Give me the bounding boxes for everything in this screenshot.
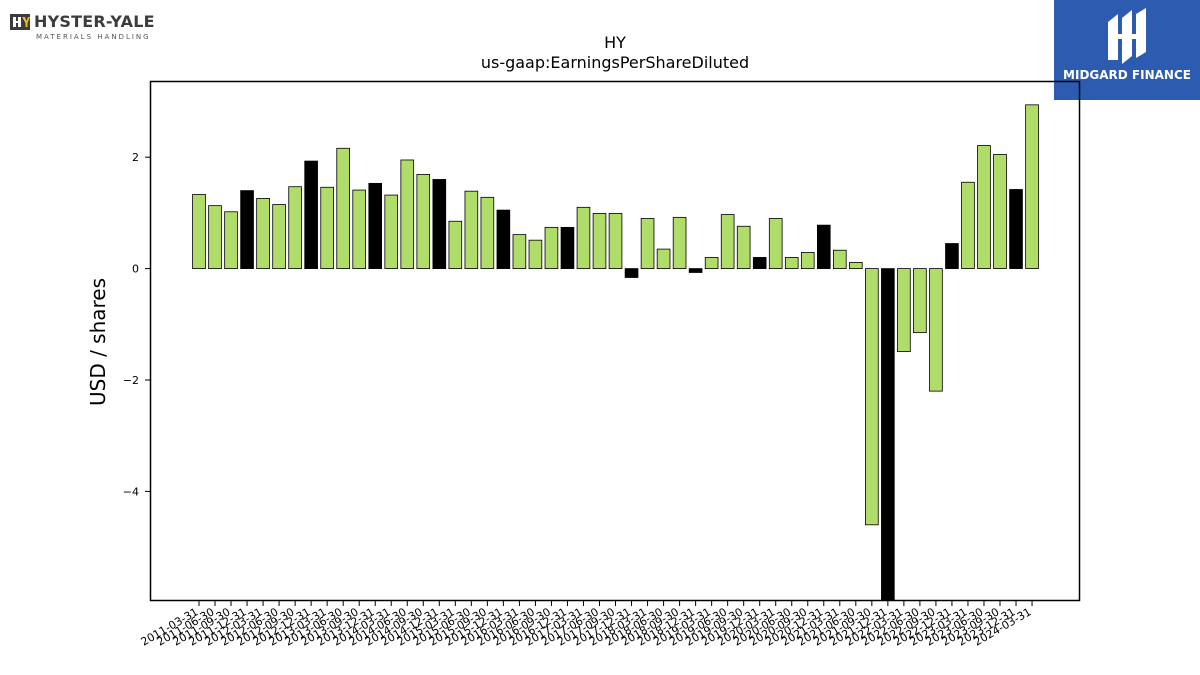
bar-2021-12-31: [881, 268, 895, 601]
bar-2021-03-31: [833, 249, 847, 269]
bar-2015-12-31: [496, 209, 511, 269]
bar-2023-06-30: [977, 145, 991, 269]
bar-2022-09-30: [929, 268, 943, 392]
bar-2017-12-31: [624, 268, 639, 278]
bar-2015-09-30: [480, 196, 495, 269]
x-axis-ticks: 2011-03-312011-06-302011-09-302011-12-31…: [139, 600, 1034, 649]
bar-2018-09-30: [672, 216, 687, 269]
bar-2021-06-30: [849, 262, 863, 269]
bar-2016-09-30: [544, 226, 559, 269]
midgard-finance-logo-icon: [1108, 8, 1146, 64]
bar-2014-09-30: [416, 174, 431, 269]
bar-2020-03-31: [768, 218, 783, 269]
bar-2017-06-30: [592, 213, 607, 269]
bar-2012-12-31: [304, 160, 318, 269]
hyster-yale-logo-name: HYSTER-YALE: [34, 12, 155, 31]
bar-2018-03-31: [640, 218, 655, 269]
bar-2020-12-31: [816, 224, 831, 269]
bar-2019-09-30: [736, 225, 751, 269]
bar-2018-12-31: [688, 268, 703, 273]
y-tick-label: −4: [123, 485, 139, 498]
hyster-yale-logo-icon: [10, 14, 30, 30]
bar-2016-12-31: [560, 226, 575, 269]
y-tick-label: −2: [123, 374, 139, 387]
bar-2011-12-31: [240, 190, 254, 269]
bar-2014-03-31: [384, 194, 399, 269]
bar-2015-06-30: [464, 190, 479, 269]
bar-2020-09-30: [800, 252, 815, 269]
y-tick-label: 2: [132, 151, 139, 164]
bar-2022-06-30: [913, 268, 927, 334]
bar-2013-06-30: [336, 147, 350, 269]
bar-2013-09-30: [352, 189, 366, 269]
bar-2017-03-31: [576, 206, 591, 269]
bar-2020-06-30: [784, 257, 799, 269]
plot-frame: [149, 80, 1081, 602]
bar-2023-09-30: [993, 154, 1007, 269]
y-axis-ticks: 2 0 −2 −4: [123, 151, 151, 498]
bar-2023-03-31: [961, 181, 975, 269]
bar-2019-12-31: [752, 257, 767, 269]
y-axis-label: USD / shares: [86, 278, 110, 406]
bar-2011-03-31: [192, 194, 206, 269]
bar-2011-09-30: [224, 211, 238, 269]
bar-2022-12-31: [945, 243, 959, 269]
bars-group: [192, 104, 1039, 601]
y-tick-label: 0: [132, 263, 139, 276]
bar-2016-06-30: [528, 239, 543, 269]
midgard-finance-logo-name: MIDGARD FINANCE: [1063, 68, 1191, 82]
bar-2019-06-30: [720, 214, 735, 269]
hyster-yale-logo: HYSTER-YALE MATERIALS HANDLING: [8, 8, 158, 48]
chart-subtitle: us-gaap:EarningsPerShareDiluted: [481, 53, 749, 72]
bar-2011-06-30: [208, 205, 222, 269]
bar-2015-03-31: [448, 220, 463, 269]
bar-2017-09-30: [608, 213, 623, 269]
bar-2013-12-31: [368, 182, 383, 269]
bar-2021-09-30: [865, 268, 879, 526]
bar-2014-12-31: [432, 179, 447, 269]
bar-2012-06-30: [272, 204, 286, 269]
bar-2013-03-31: [320, 186, 334, 269]
bar-2012-09-30: [288, 186, 302, 269]
midgard-finance-logo: MIDGARD FINANCE: [1054, 0, 1200, 100]
hyster-yale-logo-subtitle: MATERIALS HANDLING: [36, 33, 151, 41]
bar-2023-12-31: [1009, 189, 1023, 269]
bar-2016-03-31: [512, 234, 527, 269]
bar-2019-03-31: [704, 257, 719, 269]
bar-2014-06-30: [400, 159, 415, 269]
bar-2024-03-31: [1025, 104, 1039, 269]
chart-title: HY: [604, 33, 626, 52]
bar-2012-03-31: [256, 198, 270, 269]
bar-2018-06-30: [656, 248, 671, 269]
bar-2022-03-31: [897, 268, 911, 352]
